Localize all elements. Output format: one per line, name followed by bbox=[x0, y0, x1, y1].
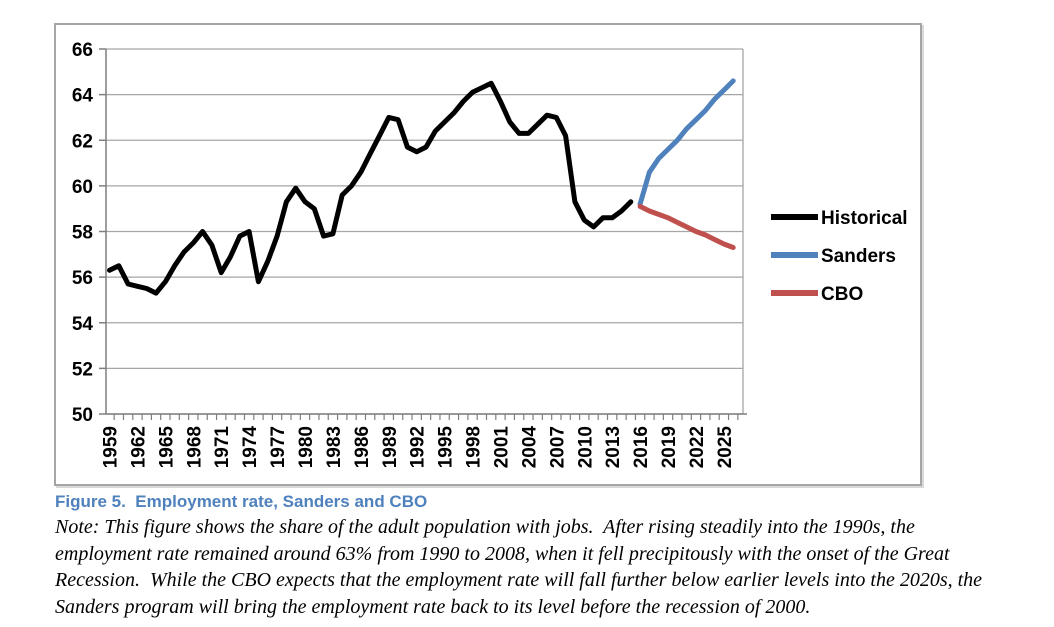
x-tick-label: 1968 bbox=[184, 426, 205, 468]
x-tick-label: 1986 bbox=[352, 426, 373, 468]
x-tick-label: 1959 bbox=[101, 426, 122, 468]
legend-label-sanders: Sanders bbox=[821, 246, 896, 267]
x-tick-label: 1971 bbox=[212, 426, 233, 469]
x-tick-label: 1989 bbox=[380, 426, 401, 468]
note-line: employment rate remained around 63% from… bbox=[55, 542, 950, 565]
x-tick-label: 2022 bbox=[687, 426, 708, 468]
y-tick-label: 56 bbox=[72, 268, 93, 289]
y-tick-label: 54 bbox=[72, 314, 94, 335]
x-tick-label: 2010 bbox=[575, 426, 596, 468]
x-tick-label: 1965 bbox=[156, 426, 177, 469]
y-tick-label: 60 bbox=[72, 177, 93, 198]
legend-label-cbo: CBO bbox=[821, 284, 863, 305]
y-tick-label: 66 bbox=[72, 40, 93, 61]
y-tick-label: 58 bbox=[72, 223, 93, 244]
y-tick-label: 50 bbox=[72, 405, 93, 426]
x-tick-label: 1995 bbox=[436, 426, 457, 469]
series-line-cbo bbox=[637, 203, 736, 250]
x-tick-label: 2019 bbox=[659, 426, 680, 468]
x-tick-label: 2016 bbox=[631, 426, 652, 468]
x-tick-label: 2001 bbox=[491, 426, 512, 469]
x-tick-label: 1980 bbox=[296, 426, 317, 468]
note-line: Note: This figure shows the share of the… bbox=[55, 516, 915, 538]
note-line: Recession. While the CBO expects that th… bbox=[55, 569, 983, 591]
chart-frame: 50 52 54 56 58 60 62 64 66 1959 1962 1965 1968 1971 19… bbox=[54, 23, 922, 486]
figure-note: Note: This figure shows the share of the… bbox=[55, 514, 1054, 620]
x-tick-label: 1983 bbox=[324, 426, 345, 468]
x-tick-label: 1992 bbox=[408, 426, 429, 468]
x-tick-label: 1977 bbox=[268, 426, 289, 468]
employment-rate-chart: 50 52 54 56 58 60 62 64 66 1959 1962 1965 1968 1971 19… bbox=[72, 40, 908, 469]
x-tick-label: 2004 bbox=[519, 426, 540, 469]
figure-caption: Figure 5. Employment rate, Sanders and C… bbox=[55, 492, 428, 511]
y-tick-label: 52 bbox=[72, 359, 93, 380]
x-tick-label: 1962 bbox=[128, 426, 149, 468]
y-tick-label: 62 bbox=[72, 131, 93, 152]
x-tick-label: 1998 bbox=[464, 426, 485, 468]
x-tick-label: 2007 bbox=[547, 426, 568, 468]
legend-label-historical: Historical bbox=[821, 208, 908, 229]
series-line-historical bbox=[107, 80, 634, 296]
y-tick-label: 64 bbox=[72, 86, 94, 107]
x-tick-label: 1974 bbox=[240, 426, 261, 469]
series-line-sanders bbox=[637, 78, 736, 207]
note-line: Sanders program will bring the employmen… bbox=[55, 595, 811, 618]
x-tick-label: 2025 bbox=[715, 426, 736, 469]
x-tick-label: 2013 bbox=[603, 426, 624, 468]
